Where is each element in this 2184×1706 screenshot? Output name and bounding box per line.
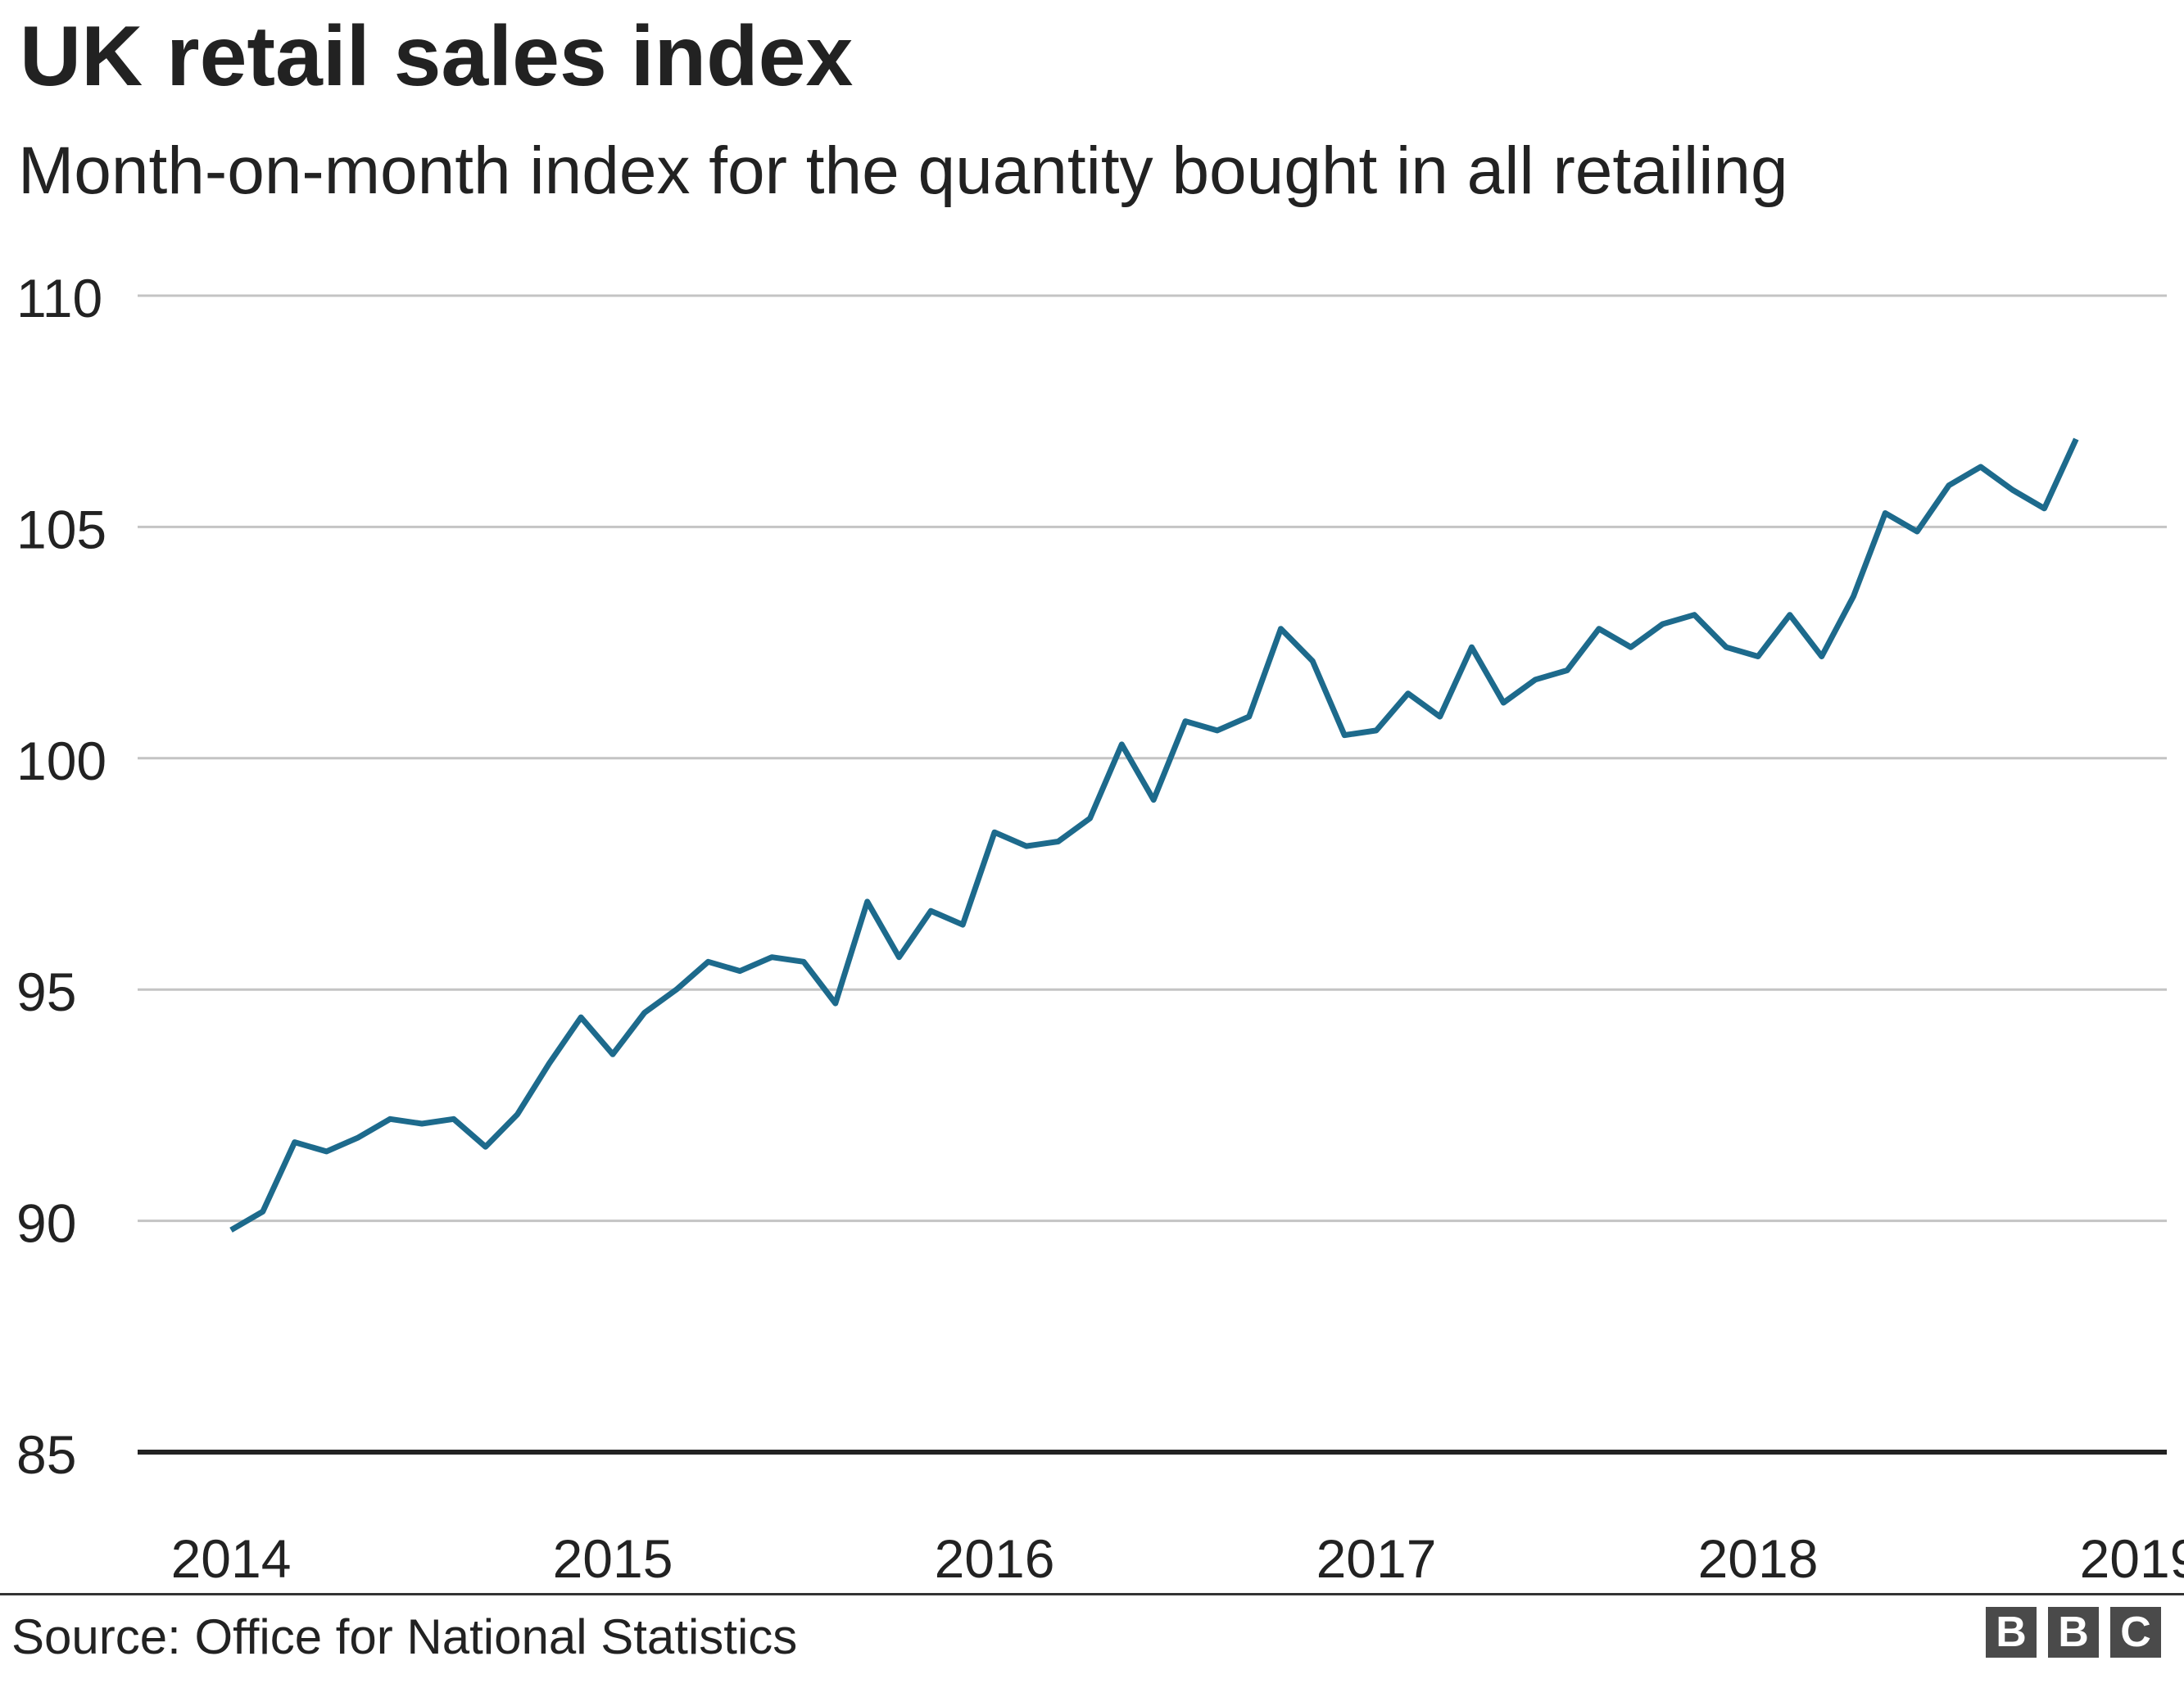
x-tick-label: 2014 [171, 1528, 292, 1589]
x-tick-label: 2019 [2080, 1528, 2184, 1589]
x-tick-label: 2016 [935, 1528, 1055, 1589]
y-axis-tick-labels: 85 90 95 100 105 110 [16, 268, 106, 1485]
footer-divider [0, 1593, 2184, 1595]
y-tick-label: 110 [16, 268, 102, 328]
series-group [229, 437, 2079, 1233]
series-line [229, 437, 2079, 1233]
chart-title: UK retail sales index [20, 9, 854, 104]
y-tick-label: 95 [16, 962, 76, 1022]
x-tick-label: 2017 [1316, 1528, 1437, 1589]
line-chart: 85 90 95 100 105 110 2014 2015 2016 2017 2018 2019 [16, 268, 2184, 1589]
x-tick-label: 2015 [553, 1528, 673, 1589]
bbc-logo-letter: B [2048, 1607, 2099, 1658]
x-tick-label: 2018 [1698, 1528, 1819, 1589]
grid-lines [138, 294, 2167, 1455]
bbc-logo: B B C [1986, 1607, 2161, 1658]
y-tick-label: 90 [16, 1193, 76, 1254]
bbc-logo-letter: B [1986, 1607, 2037, 1658]
y-tick-label: 100 [16, 731, 106, 791]
y-tick-label: 85 [16, 1424, 76, 1485]
chart-subtitle: Month-on-month index for the quantity bo… [18, 133, 1788, 208]
y-tick-label: 105 [16, 499, 106, 559]
source-note: Source: Office for National Statistics [11, 1609, 798, 1664]
bbc-logo-letter: C [2110, 1607, 2161, 1658]
x-axis-tick-labels: 2014 2015 2016 2017 2018 2019 [171, 1528, 2184, 1589]
